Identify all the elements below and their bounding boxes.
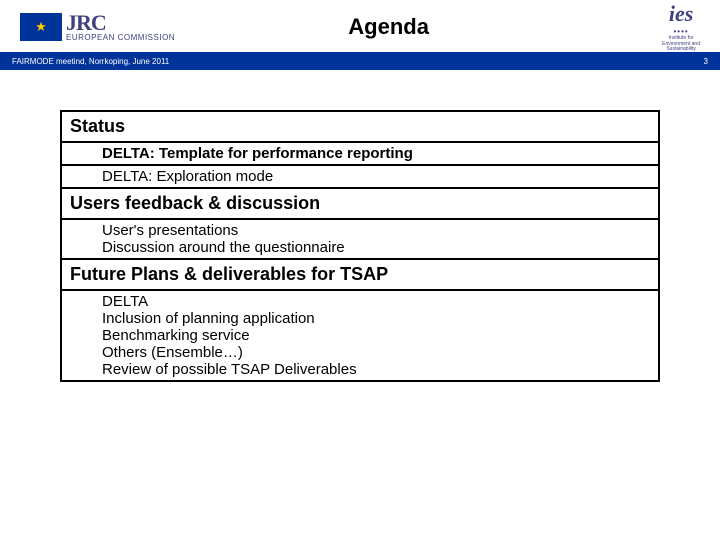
section-heading: Future Plans & deliverables for TSAP — [62, 260, 658, 291]
eu-flag-icon: ★ — [20, 13, 62, 41]
agenda-line: Others (Ensemble…) — [102, 344, 650, 361]
agenda-row: DELTA: Template for performance reportin… — [62, 143, 658, 166]
jrc-label: JRC — [66, 12, 175, 34]
header-left: ★ JRC EUROPEAN COMMISSION — [20, 12, 175, 42]
agenda-line: Review of possible TSAP Deliverables — [102, 361, 650, 378]
jrc-block: JRC EUROPEAN COMMISSION — [66, 12, 175, 42]
agenda-line: Inclusion of planning application — [102, 310, 650, 327]
agenda-line: DELTA: Exploration mode — [102, 168, 650, 185]
agenda-row: DELTAInclusion of planning applicationBe… — [62, 291, 658, 380]
content-area: Status DELTA: Template for performance re… — [0, 70, 720, 402]
ies-block: ies •••• Institute for Environment and S… — [662, 1, 700, 53]
ies-sub3: Sustainability — [666, 47, 695, 53]
meta-bar: FAIRMODE meetind, Norrkoping, June 2011 … — [0, 52, 720, 70]
agenda-line: Benchmarking service — [102, 327, 650, 344]
slide-title: Agenda — [348, 14, 429, 40]
agenda-line: DELTA: Template for performance reportin… — [102, 145, 650, 162]
agenda-line: User's presentations — [102, 222, 650, 239]
agenda-row: User's presentationsDiscussion around th… — [62, 220, 658, 260]
ies-logo: ies — [669, 1, 693, 27]
agenda-line: DELTA — [102, 293, 650, 310]
section-heading: Status — [62, 112, 658, 143]
agenda-box: Status DELTA: Template for performance re… — [60, 110, 660, 382]
ec-label: EUROPEAN COMMISSION — [66, 34, 175, 42]
agenda-row: DELTA: Exploration mode — [62, 166, 658, 189]
slide-header: ★ JRC EUROPEAN COMMISSION Agenda ies •••… — [0, 0, 720, 50]
agenda-line: Discussion around the questionnaire — [102, 239, 650, 256]
page-number: 3 — [704, 57, 708, 66]
meeting-info: FAIRMODE meetind, Norrkoping, June 2011 — [12, 57, 169, 66]
section-heading: Users feedback & discussion — [62, 189, 658, 220]
